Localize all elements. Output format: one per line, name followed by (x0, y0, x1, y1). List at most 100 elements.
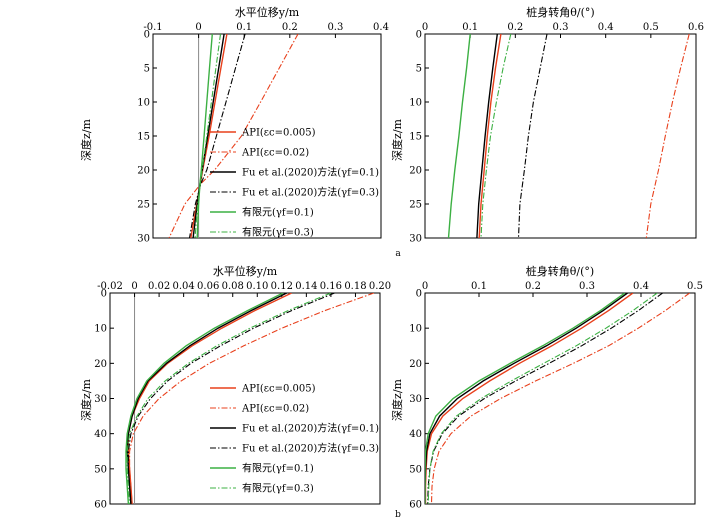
y-tick-label: 60 (409, 500, 422, 511)
legend-entry: Fu et al.(2020)方法(γf=0.1) (242, 422, 379, 435)
x-tick-label: 0.5 (687, 281, 703, 292)
legend-entry: Fu et al.(2020)方法(γf=0.1) (242, 166, 379, 179)
y-tick-label: 30 (94, 394, 107, 405)
legend-entry: 有限元(γf=0.3) (242, 482, 314, 495)
x-axis-label: 桩身转角θ/(°) (526, 264, 594, 278)
series-line-5 (447, 34, 471, 238)
x-tick-label: 0.1 (236, 22, 252, 33)
series-line-4 (188, 34, 246, 238)
y-axis-label: 深度z/m (390, 118, 404, 161)
legend: API(εc=0.005) API(εc=0.02) Fu et al.(2020)… (210, 384, 379, 495)
legend-entry: 有限元(γf=0.3) (242, 226, 314, 239)
x-tick-label: 0.4 (598, 22, 614, 33)
y-tick-label: 20 (94, 359, 107, 370)
legend-entry: API(εc=0.005) (241, 128, 316, 139)
x-tick-label: 0.2 (507, 22, 523, 33)
y-tick-label: 30 (409, 394, 422, 405)
plot-frame (424, 33, 697, 239)
y-tick-label: 40 (94, 429, 107, 440)
x-tick-label: 0.02 (148, 281, 170, 292)
x-tick-label: 0.10 (246, 281, 268, 292)
y-axis-label: 深度z/m (390, 378, 404, 421)
series-line-3 (476, 34, 498, 238)
y-tick-label: 5 (144, 64, 150, 75)
legend-entry: API(εc=0.02) (241, 148, 309, 159)
x-tick-label: -0.1 (143, 22, 162, 33)
x-tick-label: 0.3 (579, 281, 595, 292)
y-tick-label: 25 (137, 200, 150, 211)
legend-entry: Fu et al.(2020)方法(γf=0.3) (242, 442, 379, 455)
series-line-3 (425, 293, 628, 504)
x-tick-label: 0.1 (471, 281, 487, 292)
legend-entry: Fu et al.(2020)方法(γf=0.3) (242, 186, 379, 199)
x-tick-label: 0.4 (373, 22, 389, 33)
y-tick-label: 10 (409, 98, 422, 109)
x-tick-label: 0.3 (553, 22, 569, 33)
series-line-4 (517, 34, 548, 238)
y-tick-label: 60 (94, 500, 107, 511)
series-line-1 (478, 34, 502, 238)
legend: API(εc=0.005) API(εc=0.02) Fu et al.(2020)… (210, 128, 379, 239)
series-line-5 (125, 293, 284, 504)
y-tick-label: 20 (137, 166, 150, 177)
y-tick-label: 20 (409, 166, 422, 177)
series-line-5 (425, 293, 626, 504)
y-tick-label: 0 (101, 289, 107, 300)
series-line-6 (194, 34, 222, 238)
y-tick-label: 30 (409, 234, 422, 245)
chart-panel-a-right: 0 0.1 0.2 0.3 0.4 0.5 0.6 0 5 10 15 20 25 30 桩身转角θ/(°)… (390, 5, 704, 245)
y-tick-label: 5 (416, 64, 422, 75)
plot-frame (424, 292, 696, 505)
y-tick-label: 10 (137, 98, 150, 109)
y-axis-label: 深度z/m (79, 378, 93, 421)
chart-panel-b-left: -0.02 0 0.02 0.04 0.06 0.08 0.10 0.12 0.14 0.16 0.… (79, 264, 391, 511)
series-line-2 (645, 34, 690, 238)
x-tick-label: 0 (131, 281, 137, 292)
panel-caption: b (395, 510, 401, 520)
x-tick-label: 0 (422, 281, 428, 292)
y-tick-label: 40 (409, 429, 422, 440)
x-tick-label: 0.3 (327, 22, 343, 33)
x-tick-label: 0.12 (271, 281, 293, 292)
y-tick-label: 30 (137, 234, 150, 245)
x-tick-label: 0.2 (525, 281, 541, 292)
y-tick-label: 0 (416, 30, 422, 41)
x-tick-label: 0.1 (462, 22, 478, 33)
x-tick-label: 0 (422, 22, 428, 33)
y-tick-label: 10 (409, 324, 422, 335)
y-tick-label: 15 (409, 132, 422, 143)
y-axis-label: 深度z/m (79, 118, 93, 161)
x-axis-label: 水平位移y/m (213, 264, 278, 278)
x-tick-label: 0.16 (320, 281, 342, 292)
x-tick-label: 0.04 (173, 281, 195, 292)
series-line-4 (127, 293, 335, 504)
x-axis-label: 水平位移y/m (235, 5, 300, 19)
y-tick-label: 20 (409, 359, 422, 370)
panel-caption: a (395, 249, 401, 259)
series-line-6 (427, 293, 658, 504)
x-tick-label: 0.06 (197, 281, 219, 292)
chart-panel-b-right: 0 0.1 0.2 0.3 0.4 0.5 0 10 20 30 40 50 60 桩身转角θ/(°) 深度… (390, 264, 703, 511)
y-tick-label: 15 (137, 132, 150, 143)
x-tick-label: -0.02 (97, 281, 123, 292)
y-tick-label: 50 (94, 464, 107, 475)
y-tick-label: 0 (144, 30, 150, 41)
x-tick-label: 0.6 (688, 22, 704, 33)
y-tick-label: 50 (409, 464, 422, 475)
legend-entry: 有限元(γf=0.1) (242, 462, 314, 475)
series-line-2 (168, 34, 299, 238)
x-tick-label: 0.2 (282, 22, 298, 33)
chart-panel-a-left: -0.1 0 0.1 0.2 0.3 0.4051015202530水平位移y/m深度z/… (79, 5, 389, 245)
x-tick-label: 0.14 (295, 281, 317, 292)
series-line-1 (127, 293, 292, 504)
y-tick-label: 0 (416, 289, 422, 300)
series-line-6 (480, 34, 512, 238)
legend-entry: API(εc=0.005) (241, 384, 316, 395)
legend-entry: 有限元(γf=0.1) (242, 206, 314, 219)
y-tick-label: 10 (94, 324, 107, 335)
series-line-5 (196, 34, 213, 238)
x-tick-label: 0.18 (344, 281, 366, 292)
x-axis-label: 桩身转角θ/(°) (526, 5, 594, 19)
legend-entry: API(εc=0.02) (241, 404, 309, 415)
